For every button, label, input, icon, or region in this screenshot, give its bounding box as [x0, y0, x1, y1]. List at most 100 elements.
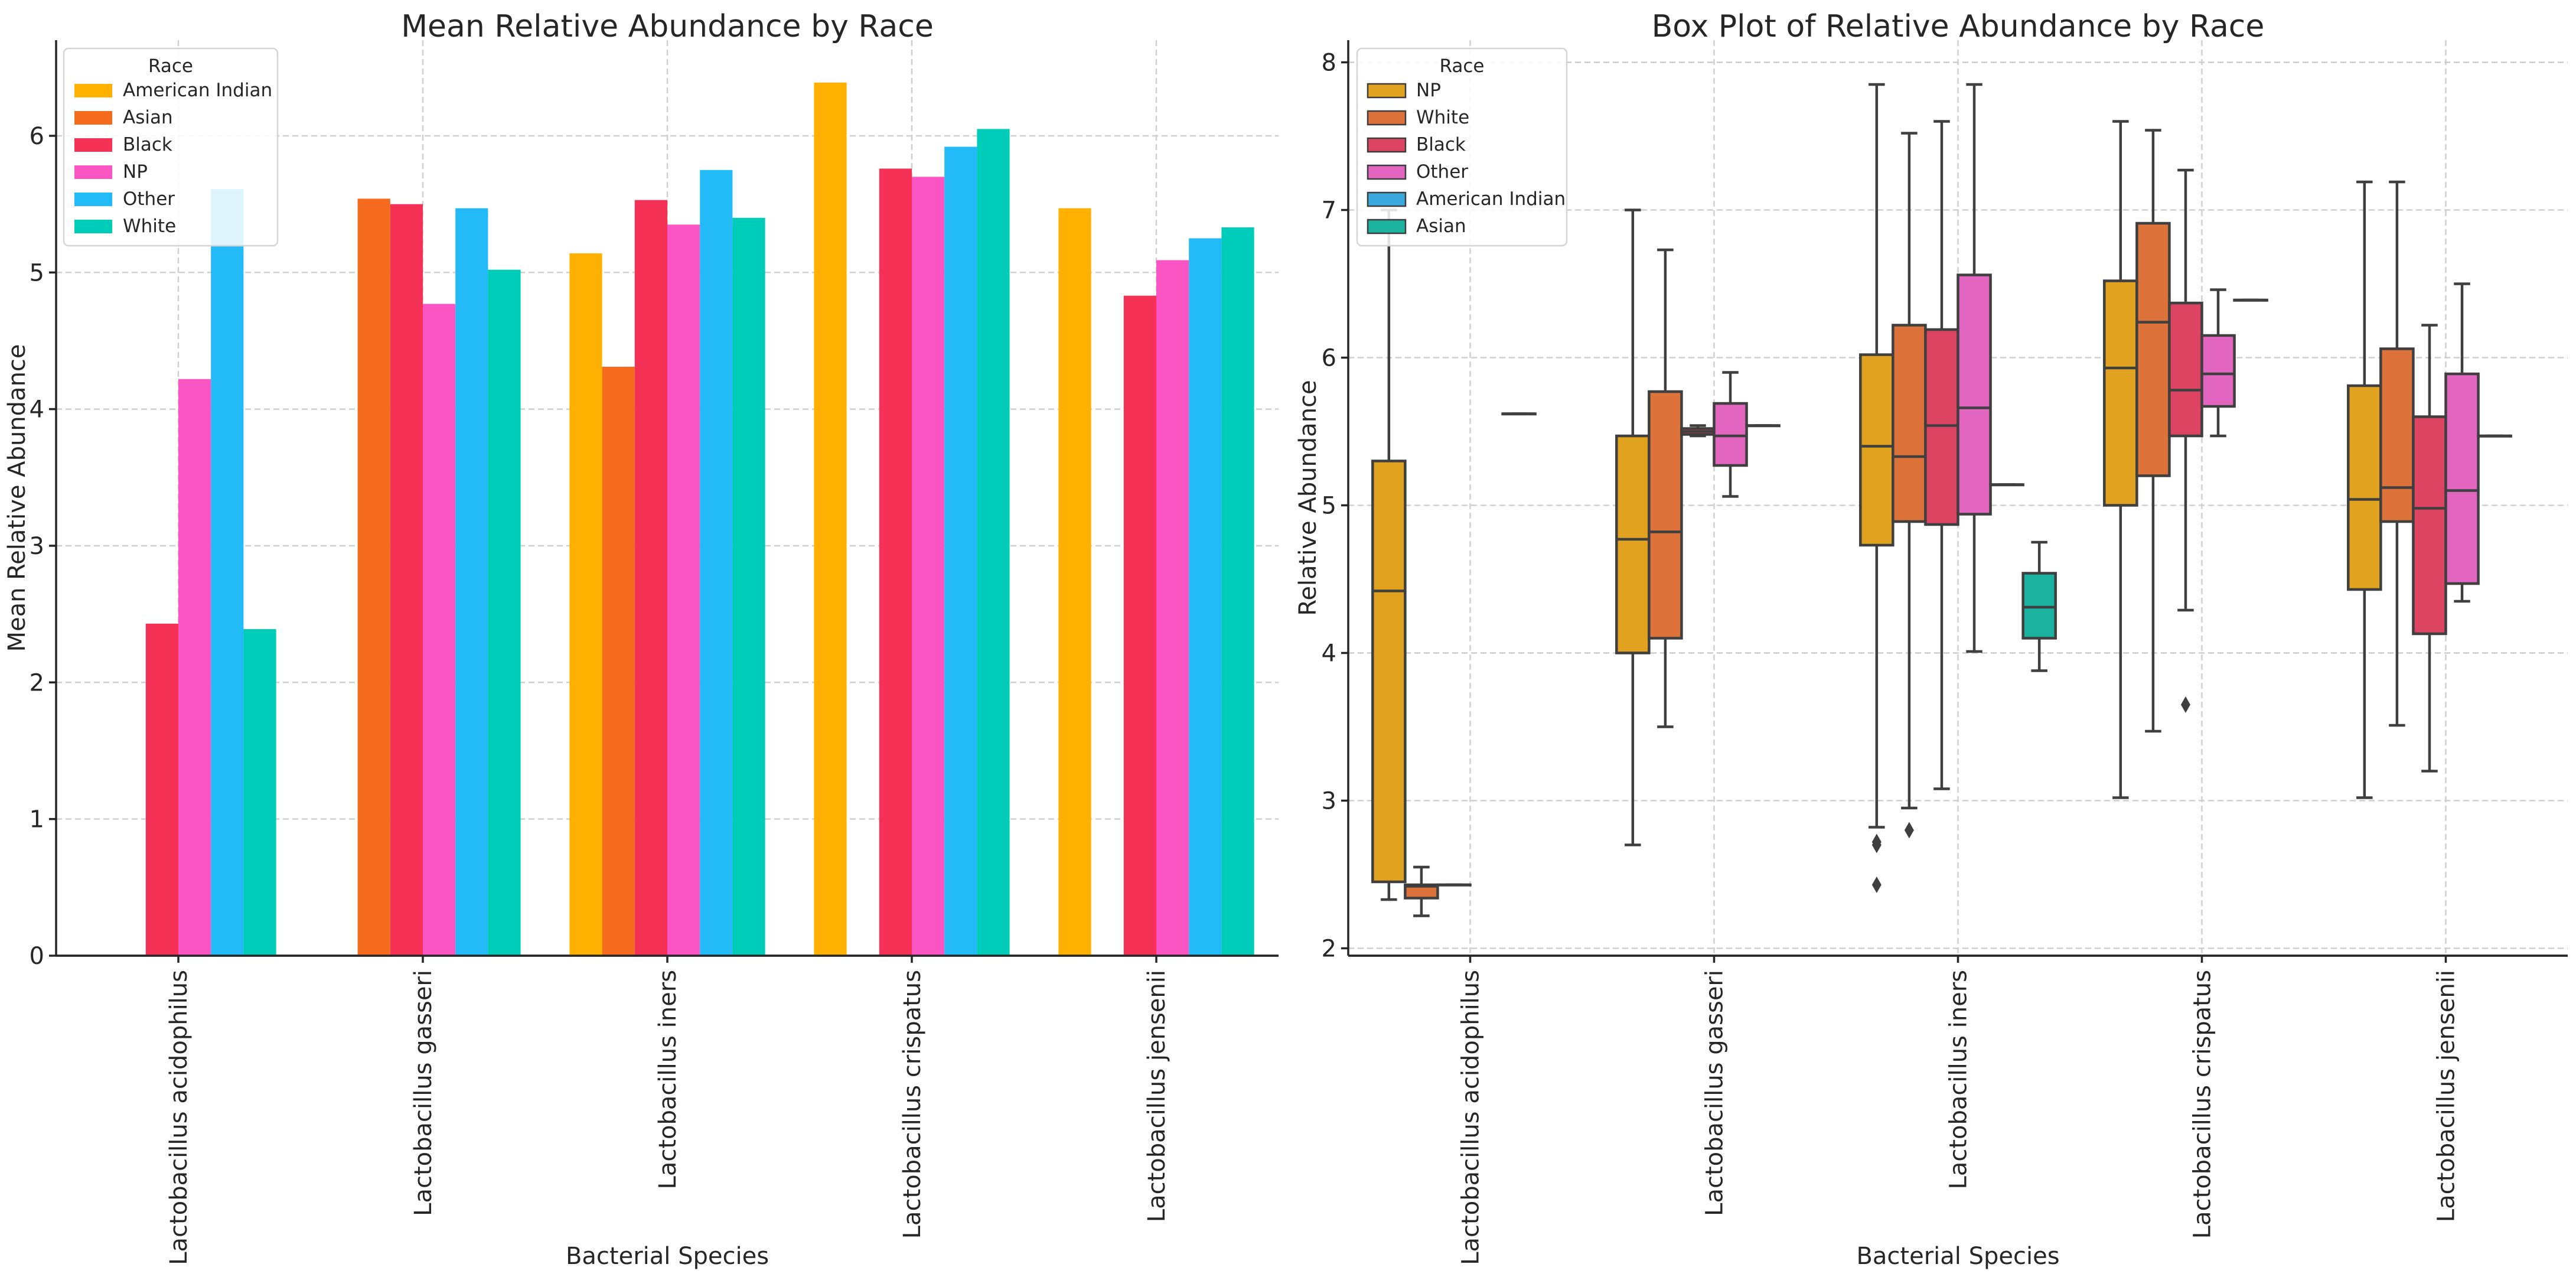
legend-swatch-american-indian: [74, 84, 112, 97]
y-tick-label: 6: [1322, 345, 1336, 372]
y-tick-label: 5: [1322, 493, 1336, 520]
legend-label-asian: Asian: [123, 107, 173, 128]
x-tick-label-lactobacillus-acidophilus: Lactobacillus acidophilus: [165, 970, 193, 1265]
bar-chart-panel: 0 1 2 3 4 5 6 Lactobacillus acidophilus Lactobac…: [4, 9, 1279, 1270]
y-tick-label: 4: [1322, 640, 1336, 667]
box-other-lactobacillus-jensenii-iqr: [2444, 372, 2480, 585]
x-tick-label-lactobacillus-acidophilus: Lactobacillus acidophilus: [1457, 970, 1485, 1265]
box-np-lactobacillus-iners-iqr: [1859, 353, 1894, 547]
box-asian-lactobacillus-iners-iqr: [2021, 572, 2057, 640]
legend-label-other: Other: [123, 188, 175, 210]
box-black-lactobacillus-iners-iqr: [1924, 328, 1959, 526]
bar-np-lactobacillus-iners: [667, 224, 700, 956]
box-other-lactobacillus-iners-iqr: [1957, 273, 1992, 516]
x-tick-label-lactobacillus-gasseri: Lactobacillus gasseri: [1701, 970, 1729, 1216]
legend-label-black: Black: [123, 134, 172, 155]
y-tick-label: 2: [1322, 936, 1336, 963]
legend-swatch-white: [74, 220, 112, 233]
legend-swatch-np: [74, 165, 112, 179]
bar-black-lactobacillus-acidophilus: [145, 623, 178, 956]
y-tick-label: 5: [30, 259, 44, 286]
x-tick-label-lactobacillus-jensenii: Lactobacillus jensenii: [1143, 970, 1170, 1222]
box-white-lactobacillus-acidophilus-iqr: [1404, 883, 1439, 900]
chart-title-right: Box Plot of Relative Abundance by Race: [1652, 9, 2265, 44]
bar-black-lactobacillus-crispatus: [879, 168, 912, 956]
x-tick-label-lactobacillus-crispatus: Lactobacillus crispatus: [2189, 970, 2216, 1239]
bar-np-lactobacillus-crispatus: [912, 177, 945, 956]
legend-swatch-black: [1367, 137, 1407, 153]
legend-swatch-asian: [1367, 219, 1407, 234]
box-np-lactobacillus-iners-outlier-1: [1871, 833, 1882, 851]
box-np-lactobacillus-crispatus-iqr: [2103, 279, 2138, 507]
box-black-lactobacillus-crispatus-outlier-0: [2180, 696, 2190, 713]
y-tick-label: 4: [30, 396, 44, 424]
legend-label-white: White: [1416, 107, 1469, 128]
box-black-lactobacillus-jensenii-iqr: [2412, 415, 2447, 636]
y-tick-label: 8: [1322, 50, 1336, 77]
box-white-lactobacillus-gasseri-iqr: [1648, 390, 1683, 640]
bar-other-lactobacillus-jensenii: [1189, 238, 1222, 956]
y-tick-label: 3: [30, 533, 44, 560]
box-plot-panel: 2 3 4 5 6 7 8 Lactobacillus acidophilus Lactobac…: [1294, 9, 2568, 1270]
box-white-lactobacillus-jensenii-iqr: [2379, 347, 2415, 523]
chart-title-left: Mean Relative Abundance by Race: [401, 9, 934, 44]
bar-black-lactobacillus-jensenii: [1123, 295, 1156, 956]
box-black-lactobacillus-crispatus-iqr: [2168, 301, 2203, 438]
legend-swatch-black: [74, 138, 112, 152]
legend-swatch-american-indian: [1367, 191, 1407, 207]
box-np-lactobacillus-acidophilus-iqr: [1371, 460, 1407, 884]
legend-box: [1356, 47, 1568, 247]
bar-white-lactobacillus-iners: [732, 217, 765, 956]
bar-other-lactobacillus-acidophilus: [211, 189, 244, 956]
bar-asian-lactobacillus-iners: [602, 366, 635, 956]
y-tick-label: 1: [30, 806, 44, 833]
bar-black-lactobacillus-gasseri: [390, 204, 423, 956]
box-other-lactobacillus-gasseri-iqr: [1713, 402, 1748, 467]
legend-label-american-indian: American Indian: [1416, 188, 1566, 210]
box-np-lactobacillus-jensenii-iqr: [2347, 384, 2382, 591]
x-tick-label-lactobacillus-gasseri: Lactobacillus gasseri: [410, 970, 437, 1216]
bar-other-lactobacillus-gasseri: [455, 208, 488, 956]
box-white-lactobacillus-crispatus-iqr: [2135, 221, 2171, 477]
legend-swatch-np: [1367, 83, 1407, 99]
legend-label-other: Other: [1416, 161, 1468, 183]
y-axis-label-right: Relative Abundance: [1294, 380, 1322, 615]
bar-other-lactobacillus-iners: [700, 170, 733, 956]
bar-white-lactobacillus-gasseri: [488, 269, 521, 956]
legend-swatch-other: [74, 193, 112, 206]
box-white-lactobacillus-iners-outlier-0: [1904, 822, 1914, 839]
x-axis-label-right: Bacterial Species: [1856, 1243, 2059, 1270]
y-tick-label: 6: [30, 123, 44, 150]
y-tick-label: 7: [1322, 197, 1336, 224]
x-tick-label-lactobacillus-crispatus: Lactobacillus crispatus: [899, 970, 926, 1239]
legend-label-asian: Asian: [1416, 216, 1466, 237]
legend-label-black: Black: [1416, 134, 1466, 155]
bar-american-indian-lactobacillus-crispatus: [814, 82, 847, 956]
bar-white-lactobacillus-jensenii: [1221, 227, 1254, 956]
bar-other-lactobacillus-crispatus: [944, 146, 977, 956]
bar-np-lactobacillus-jensenii: [1156, 260, 1189, 956]
bar-np-lactobacillus-gasseri: [423, 304, 456, 956]
x-axis-label-left: Bacterial Species: [566, 1243, 769, 1270]
bar-np-lactobacillus-acidophilus: [178, 379, 211, 956]
bar-american-indian-lactobacillus-jensenii: [1058, 208, 1091, 956]
box-other-lactobacillus-crispatus-iqr: [2200, 334, 2236, 408]
legend-label-american-indian: American Indian: [123, 80, 272, 101]
bar-white-lactobacillus-crispatus: [977, 129, 1010, 956]
box-np-lactobacillus-iners-outlier-2: [1871, 877, 1882, 893]
bar-american-indian-lactobacillus-iners: [569, 253, 602, 956]
y-tick-label: 2: [30, 669, 44, 696]
legend-label-white: White: [123, 216, 176, 237]
y-tick-label: 3: [1322, 788, 1336, 815]
legend-box: [63, 47, 279, 247]
bar-white-lactobacillus-acidophilus: [243, 629, 276, 956]
bar-asian-lactobacillus-gasseri: [357, 198, 390, 956]
bar-black-lactobacillus-iners: [634, 200, 667, 956]
box-white-lactobacillus-iners-iqr: [1892, 324, 1927, 523]
legend-label-np: NP: [123, 161, 148, 183]
legend-title: Race: [148, 56, 193, 77]
box-np-lactobacillus-gasseri-iqr: [1615, 434, 1651, 654]
x-tick-label-lactobacillus-jensenii: Lactobacillus jensenii: [2433, 970, 2460, 1222]
